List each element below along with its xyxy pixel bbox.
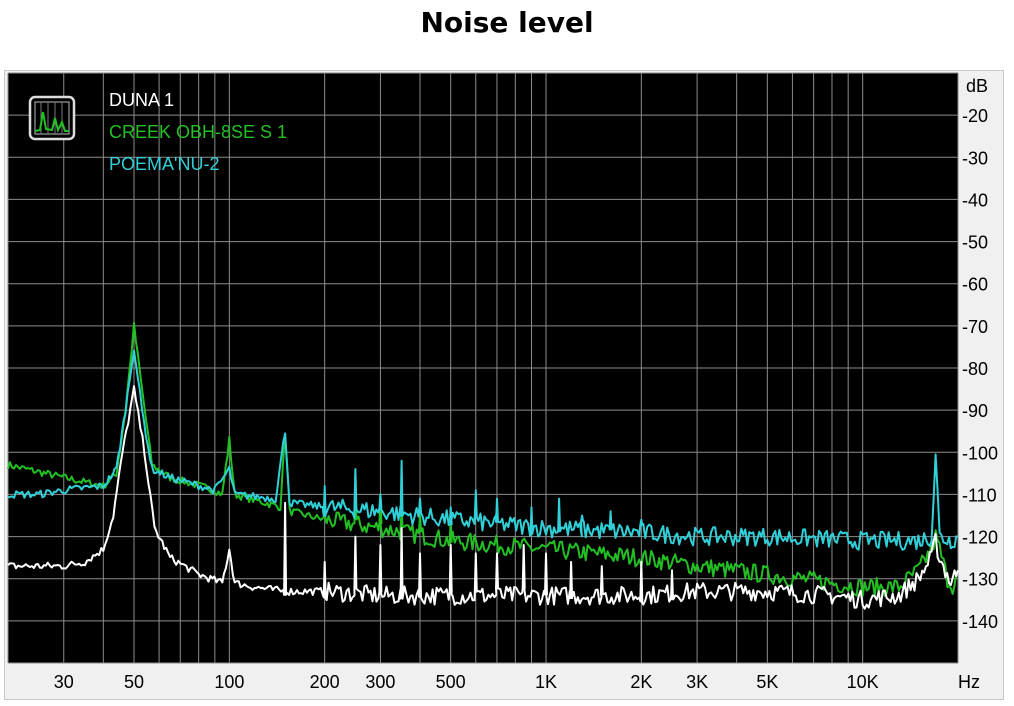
x-tick-label: 30 [54, 672, 74, 692]
x-tick-label: 2K [630, 672, 652, 692]
chart-logo-icon [28, 95, 76, 141]
y-tick-label: -70 [962, 317, 988, 337]
series-line-0 [7, 385, 959, 610]
series-layer [7, 321, 959, 610]
y-tick-label: -60 [962, 275, 988, 295]
x-tick-label: 100 [214, 672, 244, 692]
tick-labels: 30 50 100 200 300 500 1K 2K 3K 5K 10K -20 -30 -40 -50 -… [54, 106, 998, 692]
y-tick-label: -120 [962, 528, 998, 548]
y-tick-label: -140 [962, 612, 998, 632]
x-tick-label: 300 [365, 672, 395, 692]
x-tick-label: 10K [847, 672, 879, 692]
y-tick-label: -100 [962, 443, 998, 463]
legend-item-duna: DUNA 1 [109, 90, 174, 110]
y-tick-label: -40 [962, 190, 988, 210]
y-unit-label: dB [966, 76, 988, 96]
y-tick-label: -50 [962, 233, 988, 253]
chart-title: Noise level [420, 6, 594, 39]
y-tick-label: -80 [962, 359, 988, 379]
legend-item-creek: CREEK OBH-8SE S 1 [109, 122, 287, 142]
x-tick-label: 3K [686, 672, 708, 692]
x-tick-label: 200 [310, 672, 340, 692]
x-unit-label: Hz [958, 672, 980, 692]
y-tick-label: -110 [962, 485, 997, 505]
series-line-1 [7, 321, 959, 598]
series-line-2 [7, 349, 959, 551]
y-tick-label: -30 [962, 148, 988, 168]
y-tick-label: -20 [962, 106, 988, 126]
y-tick-label: -90 [962, 401, 988, 421]
x-tick-label: 50 [124, 672, 144, 692]
y-tick-label: -130 [962, 570, 998, 590]
x-tick-label: 5K [756, 672, 778, 692]
x-tick-label: 500 [436, 672, 466, 692]
legend-item-poema: POEMA'NU-2 [109, 154, 219, 174]
x-tick-label: 1K [535, 672, 557, 692]
